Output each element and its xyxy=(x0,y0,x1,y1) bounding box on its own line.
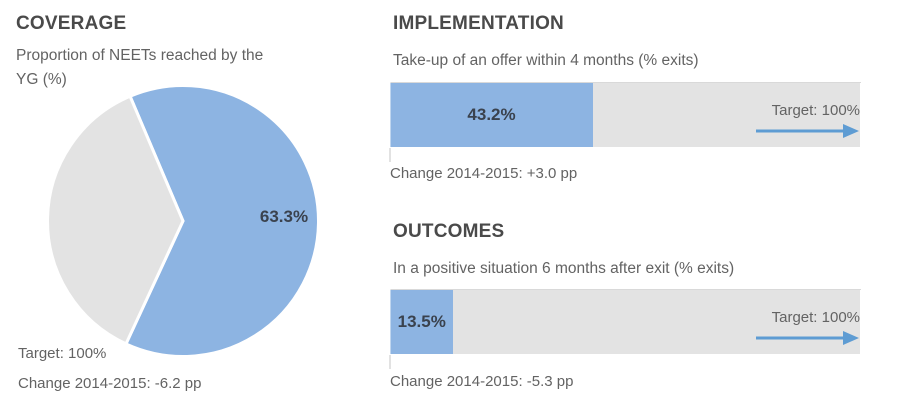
coverage-subtitle-line-1: Proportion of NEETs reached by the xyxy=(16,47,264,64)
outcomes-target-label: Target: 100% xyxy=(771,309,860,326)
coverage-title: COVERAGE xyxy=(16,13,127,34)
gridline xyxy=(389,289,391,355)
coverage-change-label: Change 2014-2015: -6.2 pp xyxy=(18,375,202,392)
outcomes-target-annotation: Target: 100% xyxy=(740,309,860,346)
outcomes-title: OUTCOMES xyxy=(393,221,505,242)
implementation-value-bar: 43.2% xyxy=(390,83,594,147)
implementation-plot-area: 43.2% Target: 100% xyxy=(389,82,862,162)
implementation-track-bar: 43.2% xyxy=(389,82,860,162)
coverage-pie-chart xyxy=(46,84,320,358)
coverage-subtitle-line-2: YG (%) xyxy=(16,71,67,88)
gridline xyxy=(389,289,391,355)
outcomes-plot-area: 13.5% Target: 100% xyxy=(389,289,862,369)
target-arrow-icon xyxy=(756,331,859,345)
pie-slice-value xyxy=(123,84,320,358)
target-arrow-icon xyxy=(756,124,859,138)
gridline xyxy=(389,82,391,148)
outcomes-track-bar: 13.5% xyxy=(389,289,860,369)
axis-tick xyxy=(389,148,391,162)
axis-tick xyxy=(389,355,391,369)
implementation-target-annotation: Target: 100% xyxy=(740,102,860,139)
gridline xyxy=(389,82,391,148)
implementation-data-label: 43.2% xyxy=(467,105,516,124)
gridline xyxy=(389,82,391,148)
implementation-change-label: Change 2014-2015: +3.0 pp xyxy=(390,165,578,182)
gridline xyxy=(389,289,391,355)
outcomes-change-label: Change 2014-2015: -5.3 pp xyxy=(390,373,574,390)
implementation-axis-line xyxy=(390,82,861,83)
implementation-subtitle: Take-up of an offer within 4 months (% e… xyxy=(393,52,699,69)
implementation-title: IMPLEMENTATION xyxy=(393,13,564,34)
implementation-target-label: Target: 100% xyxy=(771,102,860,119)
pie-slice-remainder xyxy=(46,94,185,346)
coverage-target-label: Target: 100% xyxy=(18,345,107,362)
outcomes-data-label: 13.5% xyxy=(397,312,446,331)
gridline xyxy=(389,289,391,355)
gridline xyxy=(389,82,391,148)
coverage-subtitle: Proportion of NEETs reached by the YG (%) xyxy=(16,44,263,92)
outcomes-value-bar: 13.5% xyxy=(390,290,454,354)
outcomes-subtitle: In a positive situation 6 months after e… xyxy=(393,260,735,277)
outcomes-axis-line xyxy=(390,289,861,290)
coverage-pie-data-label: 63.3% xyxy=(259,207,309,226)
